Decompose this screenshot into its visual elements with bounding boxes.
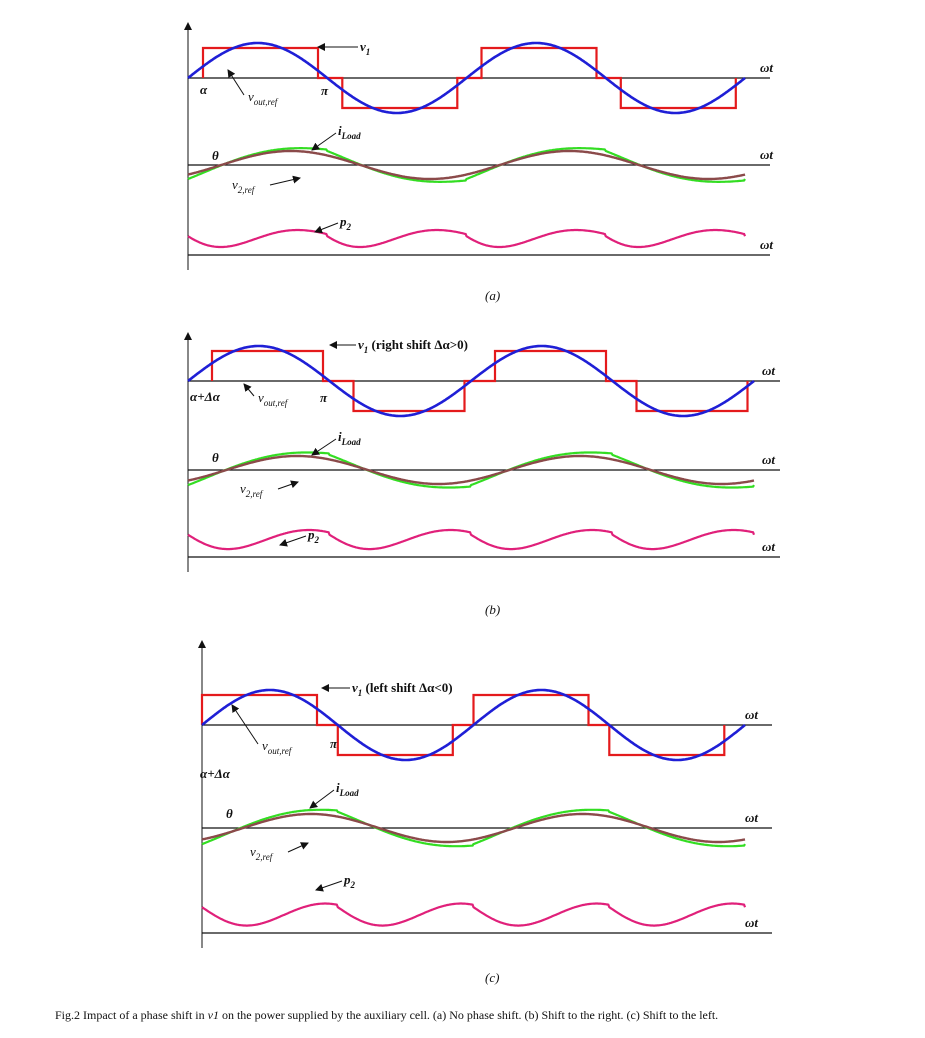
v2ref-label-base: v: [240, 481, 246, 496]
omega-t-label: ωt: [762, 452, 775, 467]
panel-tag: (b): [485, 602, 500, 617]
v1-label-sub: 1: [358, 688, 363, 698]
vout-label-base: v: [248, 89, 254, 104]
pointer-arrow: [309, 789, 335, 809]
vout-label-sub: out,ref: [268, 746, 293, 756]
v2ref-label: v2,ref: [240, 481, 264, 499]
v1-label-sub: 1: [364, 345, 369, 355]
pi-label: π: [330, 736, 338, 751]
caption-text: Fig.2 Impact of a phase shift in: [55, 1008, 208, 1022]
reference-sine: [187, 41, 746, 115]
omega-t-label: ωt: [762, 539, 775, 554]
v2ref-label-base: v: [232, 177, 238, 192]
omega-t-label: ωt: [760, 147, 773, 162]
caption-text: on the power supplied by the auxiliary c…: [219, 1008, 718, 1022]
pointer-arrow: [231, 704, 259, 745]
omega-t-label: ωt: [745, 707, 758, 722]
v2ref-label-sub: 2,ref: [238, 185, 256, 195]
v2ref-label-base: v: [250, 844, 256, 859]
v1-label-base: v: [352, 680, 358, 695]
load-current: [201, 808, 746, 848]
vout-label-sub: out,ref: [264, 398, 289, 408]
p2-label: p2: [339, 214, 352, 232]
pi-label: π: [321, 83, 329, 98]
v1-label-suffix: (left shift Δα<0): [362, 680, 452, 695]
p2-label-base: p: [339, 214, 347, 229]
pointer-arrow: [279, 535, 307, 547]
v2-reference: [201, 812, 746, 844]
vout-label-base: v: [258, 390, 264, 405]
figure-caption: Fig.2 Impact of a phase shift in v1 on t…: [55, 1008, 718, 1022]
iload-label-base: i: [338, 429, 342, 444]
power-p2: [187, 528, 756, 551]
vout-label: vout,ref: [262, 738, 293, 756]
p2-label-base: p: [343, 872, 351, 887]
omega-t-label: ωt: [760, 237, 773, 252]
iload-label: iLoad: [338, 123, 361, 141]
pointer-arrow: [287, 842, 309, 853]
pointer-arrow: [243, 383, 255, 397]
panel-tag: (c): [485, 970, 499, 985]
p2-label: p2: [307, 527, 320, 545]
reference-sine: [187, 344, 755, 418]
p2-label-sub: 2: [314, 535, 320, 545]
iload-label-sub: Load: [341, 437, 361, 447]
vout-label: vout,ref: [248, 89, 279, 107]
v1-label-sub: 1: [366, 47, 371, 57]
iload-label-sub: Load: [341, 131, 361, 141]
theta-label: θ: [212, 148, 219, 163]
pointer-arrow: [314, 222, 339, 234]
v1-label-base: v: [358, 337, 364, 352]
p2-label-sub: 2: [350, 880, 356, 890]
panel-tag: (a): [485, 288, 500, 303]
v1-label: v1 (right shift Δα>0): [358, 337, 468, 355]
v1-label-base: v: [360, 39, 366, 54]
v2ref-label: v2,ref: [250, 844, 274, 862]
iload-label-base: i: [338, 123, 342, 138]
v1-label-suffix: (right shift Δα>0): [368, 337, 468, 352]
theta-label: θ: [212, 450, 219, 465]
vout-label-sub: out,ref: [254, 97, 279, 107]
pointer-arrow: [277, 480, 299, 490]
p2-label-base: p: [307, 527, 315, 542]
pointer-arrow: [269, 175, 301, 186]
v1-label: v1: [360, 39, 370, 57]
iload-label-base: i: [336, 780, 340, 795]
iload-label-sub: Load: [339, 788, 359, 798]
p2-label-sub: 2: [346, 222, 352, 232]
power-p2: [201, 902, 747, 927]
vout-label-base: v: [262, 738, 268, 753]
iload-label: iLoad: [338, 429, 361, 447]
v2-reference: [187, 149, 746, 181]
square-wave: [201, 46, 737, 110]
pi-label: π: [320, 390, 328, 405]
vout-label: vout,ref: [258, 390, 289, 408]
v2ref-label-sub: 2,ref: [256, 852, 274, 862]
omega-t-label: ωt: [762, 363, 775, 378]
caption-italic: v1: [208, 1008, 219, 1022]
iload-label: iLoad: [336, 780, 359, 798]
omega-t-label: ωt: [745, 810, 758, 825]
alpha-label: α: [200, 82, 208, 97]
v2-reference: [187, 454, 755, 486]
pointer-arrow: [227, 69, 245, 96]
power-p2: [187, 228, 747, 249]
omega-t-label: ωt: [745, 915, 758, 930]
alpha-label: α+Δα: [190, 389, 221, 404]
v1-label: v1 (left shift Δα<0): [352, 680, 453, 698]
square-wave: [210, 349, 749, 413]
pointer-arrow: [311, 132, 337, 151]
p2-label: p2: [343, 872, 356, 890]
reference-sine: [201, 688, 746, 762]
v2ref-label: v2,ref: [232, 177, 256, 195]
alpha-label: α+Δα: [200, 766, 231, 781]
omega-t-label: ωt: [760, 60, 773, 75]
v2ref-label-sub: 2,ref: [246, 489, 264, 499]
pointer-arrow: [311, 438, 337, 456]
pointer-arrow: [315, 880, 343, 892]
theta-label: θ: [226, 806, 233, 821]
